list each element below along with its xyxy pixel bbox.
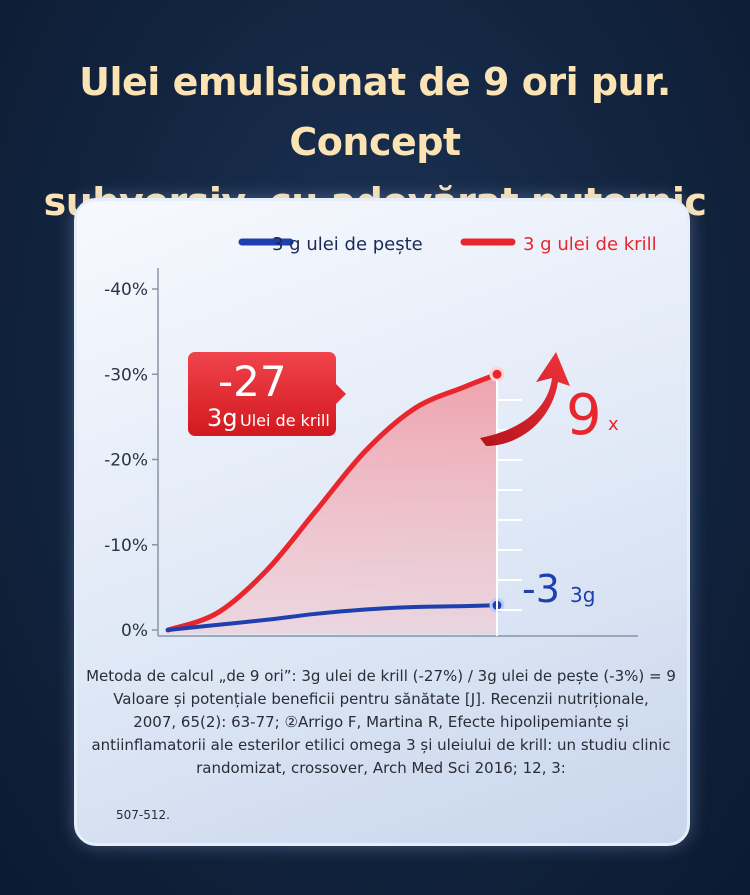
legend-krill-label: 3 g ulei de krill	[523, 234, 657, 255]
fish-callout-value: -3	[522, 567, 560, 611]
multiplier-arrow	[480, 352, 570, 446]
headline-line-1: Ulei emulsionat de 9 ori pur. Concept	[79, 60, 671, 164]
krill-area	[168, 374, 497, 634]
y-tick-label: -30%	[104, 365, 148, 385]
chart-card	[74, 198, 690, 846]
y-tick-label: -10%	[104, 536, 148, 556]
krill-callout-value: -27	[218, 357, 287, 406]
krill-end-point	[489, 366, 505, 382]
fish-callout-unit: 3g	[570, 583, 595, 607]
caption-line-5: randomizat, crossover, Arch Med Sci 2016…	[196, 759, 566, 777]
krill-series-line	[165, 371, 500, 633]
caption-pages: 507-512.	[116, 808, 170, 822]
multiplier-value: 9	[566, 383, 602, 448]
y-tick-label: -20%	[104, 451, 148, 471]
legend-fish-label: 3 g ulei de pește	[272, 234, 423, 255]
fish-series-line	[166, 603, 499, 632]
caption-line-4: antiinflamatorii ale esterilor etilici o…	[91, 736, 671, 754]
caption-line-2: Valoare și potențiale beneficii pentru s…	[113, 690, 649, 708]
multiplier-suffix: x	[608, 414, 619, 435]
krill-callout-text: Ulei de krill	[240, 411, 330, 430]
krill-callout-num: 3g	[207, 404, 238, 432]
y-tick-label: 0%	[121, 621, 148, 641]
y-tick-label: -40%	[104, 280, 148, 300]
caption-line-3: 2007, 65(2): 63-77; ②Arrigo F, Martina R…	[133, 713, 629, 731]
krill-callout: -27 3g Ulei de krill	[188, 352, 346, 436]
caption-line-1: Metoda de calcul „de 9 ori”: 3g ulei de …	[86, 667, 676, 685]
caption: Metoda de calcul „de 9 ori”: 3g ulei de …	[78, 665, 684, 780]
